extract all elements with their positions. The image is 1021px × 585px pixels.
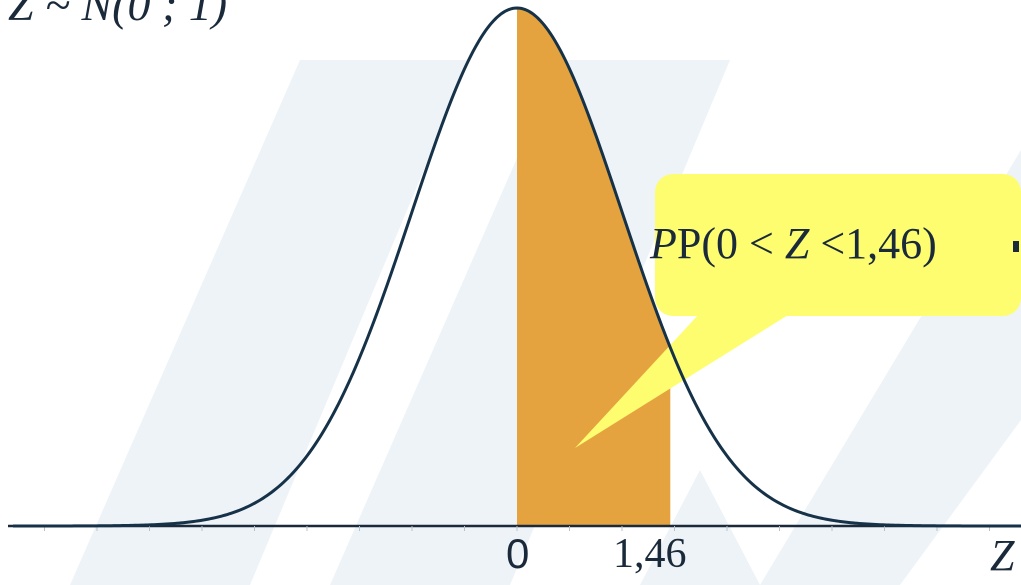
callout-pointer bbox=[575, 300, 812, 448]
probability-variable: Z bbox=[784, 219, 810, 268]
distribution-label: Z ~ N(0 ; 1) bbox=[8, 0, 228, 30]
tick-label-zero: 0 bbox=[506, 530, 530, 577]
callout-cursor-mark bbox=[1013, 241, 1019, 252]
x-axis-variable: Z bbox=[990, 531, 1015, 580]
tick-label-upper: 1,46 bbox=[613, 531, 687, 577]
axis-minor-ticks bbox=[44, 526, 990, 531]
probability-callout bbox=[575, 174, 1021, 448]
probability-expression: PP(0 < Z <1,46) bbox=[650, 219, 937, 268]
callout-box bbox=[655, 174, 1021, 316]
probability-prefix: P(0 < bbox=[676, 219, 785, 268]
probability-suffix: <1,46) bbox=[809, 219, 937, 268]
normal-density-curve bbox=[13, 6, 1021, 528]
